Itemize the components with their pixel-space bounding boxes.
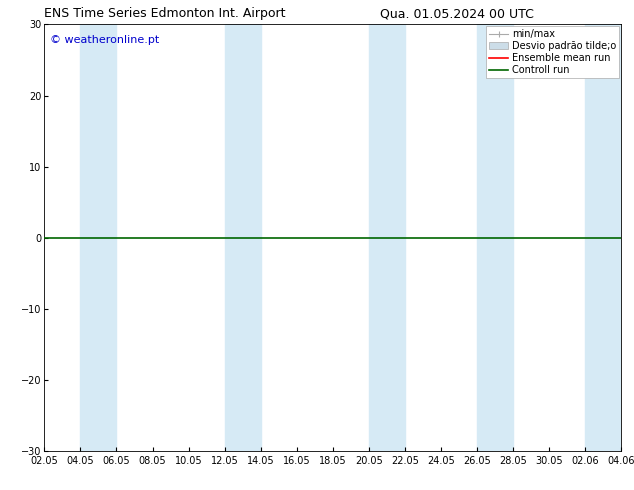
Bar [477,24,513,451]
Bar [369,24,405,451]
Bar [585,24,621,451]
Text: © weatheronline.pt: © weatheronline.pt [50,35,159,45]
Bar [224,24,261,451]
Bar [81,24,117,451]
Text: Qua. 01.05.2024 00 UTC: Qua. 01.05.2024 00 UTC [380,7,534,21]
Legend: min/max, Desvio padrão tilde;o, Ensemble mean run, Controll run: min/max, Desvio padrão tilde;o, Ensemble… [486,26,619,78]
Text: ENS Time Series Edmonton Int. Airport: ENS Time Series Edmonton Int. Airport [44,7,286,21]
